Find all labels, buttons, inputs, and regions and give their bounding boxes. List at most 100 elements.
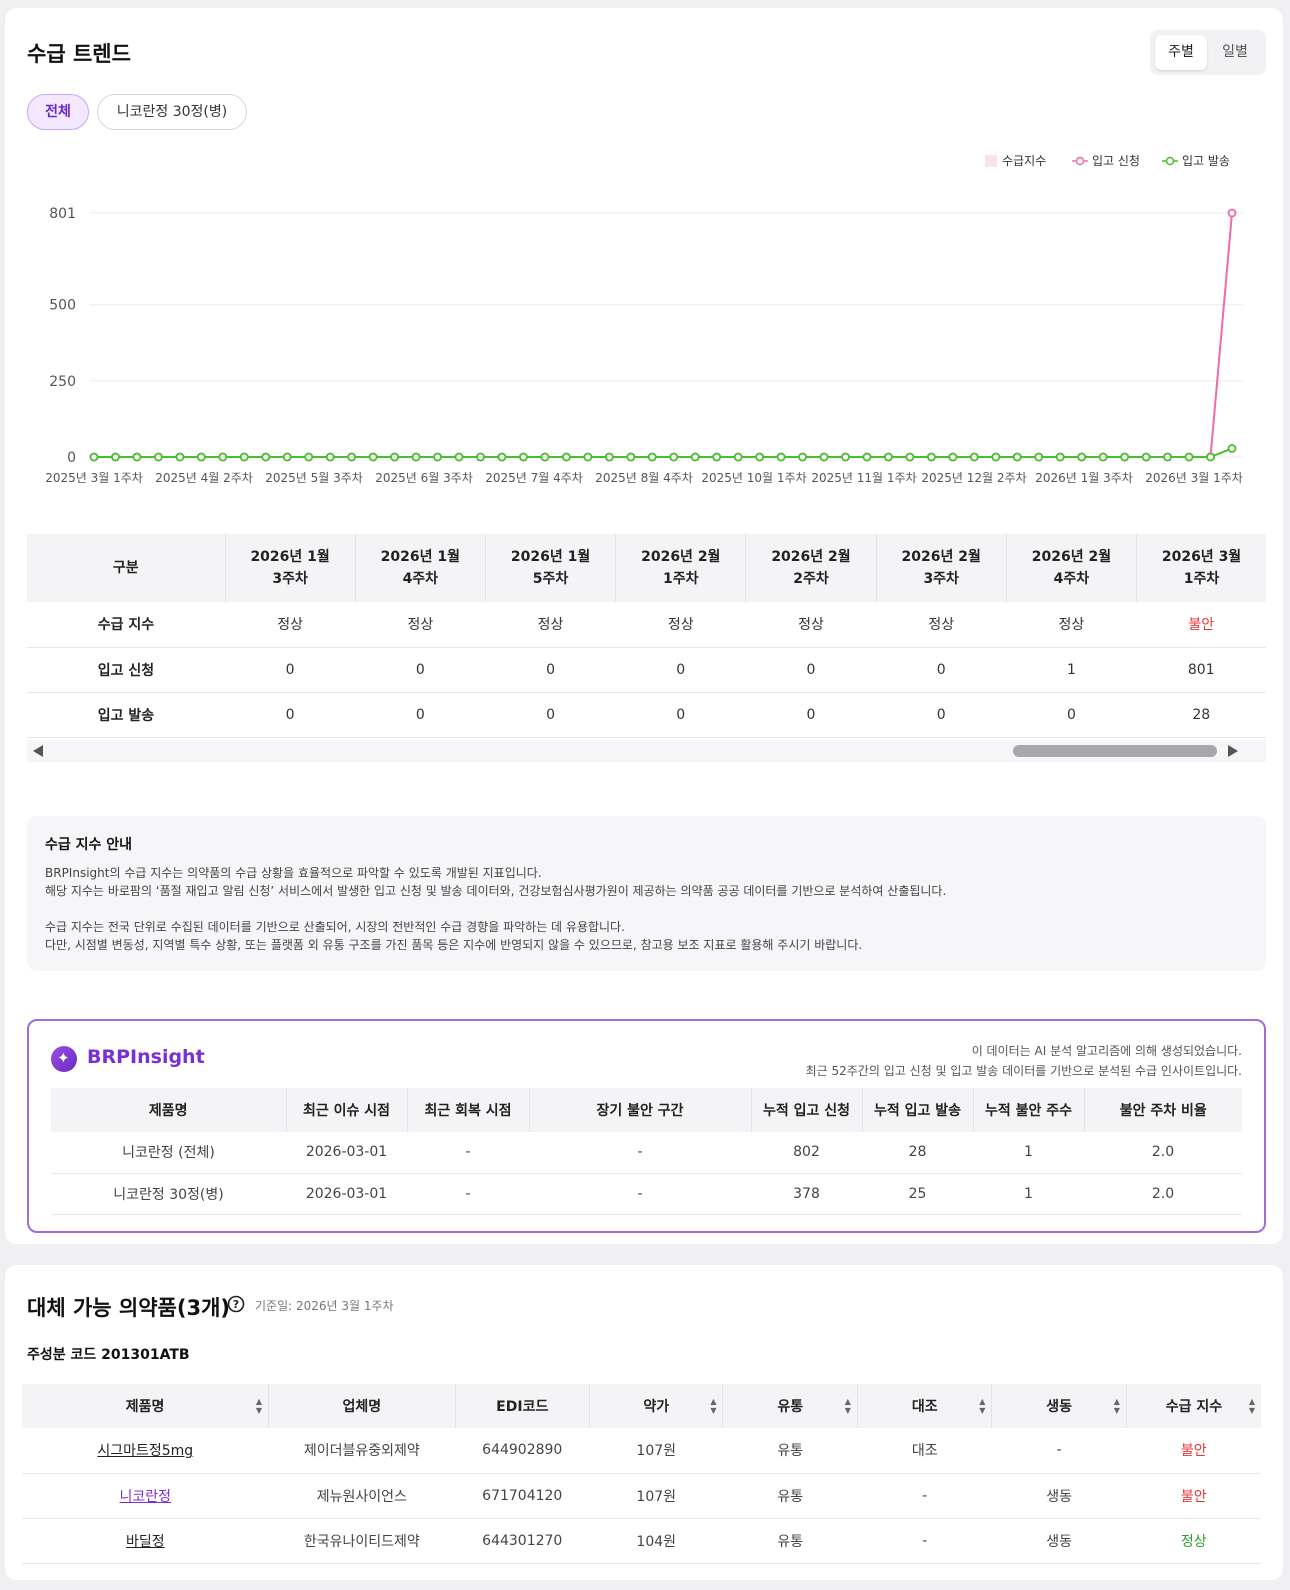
- toggle-weekly[interactable]: 주별: [1155, 35, 1207, 70]
- data-point: [411, 452, 421, 462]
- table-cell: 0: [225, 647, 356, 693]
- alt-header[interactable]: 수급 지수 ▲ ▼: [1125, 1384, 1261, 1428]
- horizontal-scrollbar[interactable]: [27, 740, 1266, 762]
- insight-header: 최근 회복 시점: [406, 1088, 529, 1132]
- legend-label: 입고 발송: [1182, 154, 1230, 168]
- sort-icon[interactable]: ▲ ▼: [255, 1397, 263, 1415]
- data-point: [454, 452, 464, 462]
- table-cell: 1: [1006, 647, 1137, 693]
- chip-nicoran-30[interactable]: 니코란정 30정(병): [97, 94, 247, 130]
- table-cell: 대조: [857, 1428, 992, 1474]
- data-point: [1077, 452, 1087, 462]
- table-cell: 불안: [1126, 1473, 1261, 1519]
- table-row: 입고 발송 0 0 0 0 0 0 0 28: [27, 692, 1266, 738]
- table-cell: 0: [485, 647, 616, 693]
- alt-header[interactable]: 유통 ▲ ▼: [722, 1384, 858, 1428]
- insight-brand: BRPInsight: [87, 1046, 205, 1068]
- toggle-daily[interactable]: 일별: [1222, 44, 1248, 60]
- table-cell: 0: [225, 692, 356, 738]
- scroll-thumb[interactable]: [1013, 745, 1217, 757]
- x-tick-label: 2025년 5월 3주차: [265, 471, 363, 485]
- table-cell: 유통: [722, 1428, 858, 1474]
- svg-text:?: ?: [233, 1298, 239, 1311]
- table-cell: 0: [876, 647, 1007, 693]
- insight-note-2: 최근 52주간의 입고 신청 및 입고 발송 데이터를 기반으로 분석된 수급 …: [805, 1064, 1242, 1078]
- alt-header[interactable]: 대조 ▲ ▼: [856, 1384, 992, 1428]
- x-tick-label: 2026년 3월 1주차: [1145, 471, 1243, 485]
- guide-line: 다만, 시점별 변동성, 지역별 특수 상황, 또는 플랫폼 외 유통 구조를 …: [45, 938, 863, 952]
- page-title: 수급 트렌드: [27, 42, 131, 66]
- base-date: 기준일: 2026년 3월 1주차: [255, 1299, 394, 1313]
- scroll-left-icon[interactable]: [33, 745, 43, 757]
- alt-header[interactable]: 제품명 ▲ ▼: [22, 1384, 269, 1428]
- x-tick-label: 2026년 1월 3주차: [1035, 471, 1133, 485]
- data-point: [111, 452, 120, 462]
- row-label: 입고 발송: [27, 692, 225, 738]
- product-link[interactable]: 니코란정: [119, 1488, 172, 1505]
- insight-note-1: 이 데이터는 AI 분석 알고리즘에 의해 생성되었습니다.: [971, 1044, 1242, 1058]
- data-point: [905, 452, 915, 462]
- header-label: 제품명: [125, 1399, 165, 1415]
- supply-index-swatch: [985, 154, 997, 167]
- week-month: 2026년 1월: [380, 549, 460, 565]
- scroll-right-icon[interactable]: [1228, 745, 1238, 757]
- table-row: 수급 지수 정상 정상 정상 정상 정상 정상 정상 불안: [27, 602, 1266, 648]
- table-cell: 644301270: [455, 1518, 590, 1564]
- data-point: [347, 452, 357, 462]
- table-cell: -: [529, 1132, 751, 1174]
- trend-chart: 801 500 250 0 2025년 3월 1주차 2025년 4월 2주차 2025년 …: [45, 206, 1243, 485]
- table-cell: 25: [862, 1173, 973, 1215]
- sort-icon[interactable]: ▲ ▼: [1248, 1397, 1255, 1415]
- data-point: [132, 452, 142, 462]
- product-link[interactable]: 바딜정: [125, 1533, 165, 1550]
- week-number: 3주차: [923, 571, 959, 587]
- weekly-supply-table: 구분 2026년 1월 3주차 2026년 1월 4주차 2026년 1월 5주차 2026년…: [27, 534, 1266, 738]
- week-month: 2026년 2월: [1031, 549, 1112, 565]
- x-tick-label: 2025년 8월 4주차: [595, 471, 693, 485]
- product-link[interactable]: 시그마트정5mg: [97, 1443, 194, 1460]
- table-cell: 1: [973, 1173, 1084, 1215]
- table-row: 바딜정 한국유나이티드제약 644301270 104원 유통 - 생동 정상: [22, 1518, 1261, 1564]
- table-cell: 니코란정 (전체): [51, 1132, 286, 1174]
- sort-icon[interactable]: ▲ ▼: [979, 1397, 986, 1415]
- x-tick-label: 2025년 4월 2주차: [155, 471, 253, 485]
- y-tick-label: 250: [49, 374, 76, 390]
- legend-label: 수급지수: [1002, 154, 1047, 168]
- data-point: [239, 452, 249, 462]
- table-row: 입고 신청 0 0 0 0 0 0 1 801: [27, 647, 1266, 693]
- data-point: [733, 452, 743, 462]
- week-number: 4주차: [1053, 571, 1090, 587]
- table-cell: 0: [745, 647, 877, 693]
- data-point: [519, 452, 528, 462]
- sort-icon[interactable]: ▲ ▼: [1113, 1397, 1120, 1415]
- guide-line: BRPInsight의 수급 지수는 의약품의 수급 상황을 효율적으로 파악할…: [45, 866, 542, 880]
- data-point: [325, 452, 335, 462]
- insight-table: 제품명 최근 이슈 시점 최근 회복 시점 장기 불안 구간 누적 입고 신청 누적 입고…: [51, 1088, 1242, 1215]
- ingredient-code: 주성분 코드 201301ATB: [27, 1347, 190, 1363]
- help-icon[interactable]: ?: [227, 1295, 245, 1313]
- corner-header: 구분: [27, 534, 225, 602]
- chip-all[interactable]: 전체: [27, 94, 89, 130]
- alt-header[interactable]: 약가 ▲ ▼: [588, 1384, 723, 1428]
- table-row: 니코란정 (전체) 2026-03-01- -802 28 1 2.0: [51, 1132, 1242, 1174]
- alt-header[interactable]: 생동 ▲ ▼: [991, 1384, 1127, 1428]
- table-cell: 107원: [589, 1473, 723, 1519]
- alt-header: 업체명: [268, 1384, 456, 1428]
- data-point: [476, 452, 485, 462]
- sort-icon[interactable]: ▲ ▼: [710, 1397, 717, 1415]
- week-header: 2026년 1월 4주차: [354, 534, 486, 602]
- table-cell: 28: [1136, 692, 1266, 738]
- table-cell: 0: [355, 647, 486, 693]
- data-point: [969, 452, 979, 462]
- header-label: 유통: [777, 1399, 804, 1415]
- data-point: [712, 452, 722, 462]
- data-point: [690, 452, 700, 462]
- table-cell: -: [407, 1173, 529, 1215]
- data-point: [583, 452, 593, 462]
- data-point: [540, 452, 550, 462]
- data-point: [561, 452, 571, 462]
- week-header: 2026년 2월 4주차: [1005, 534, 1137, 602]
- sort-icon[interactable]: ▲ ▼: [844, 1397, 851, 1415]
- table-row: 니코란정 30정(병) 2026-03-01- -378 25 1 2.0: [51, 1173, 1242, 1215]
- period-toggle: 주별 일별: [1150, 30, 1266, 75]
